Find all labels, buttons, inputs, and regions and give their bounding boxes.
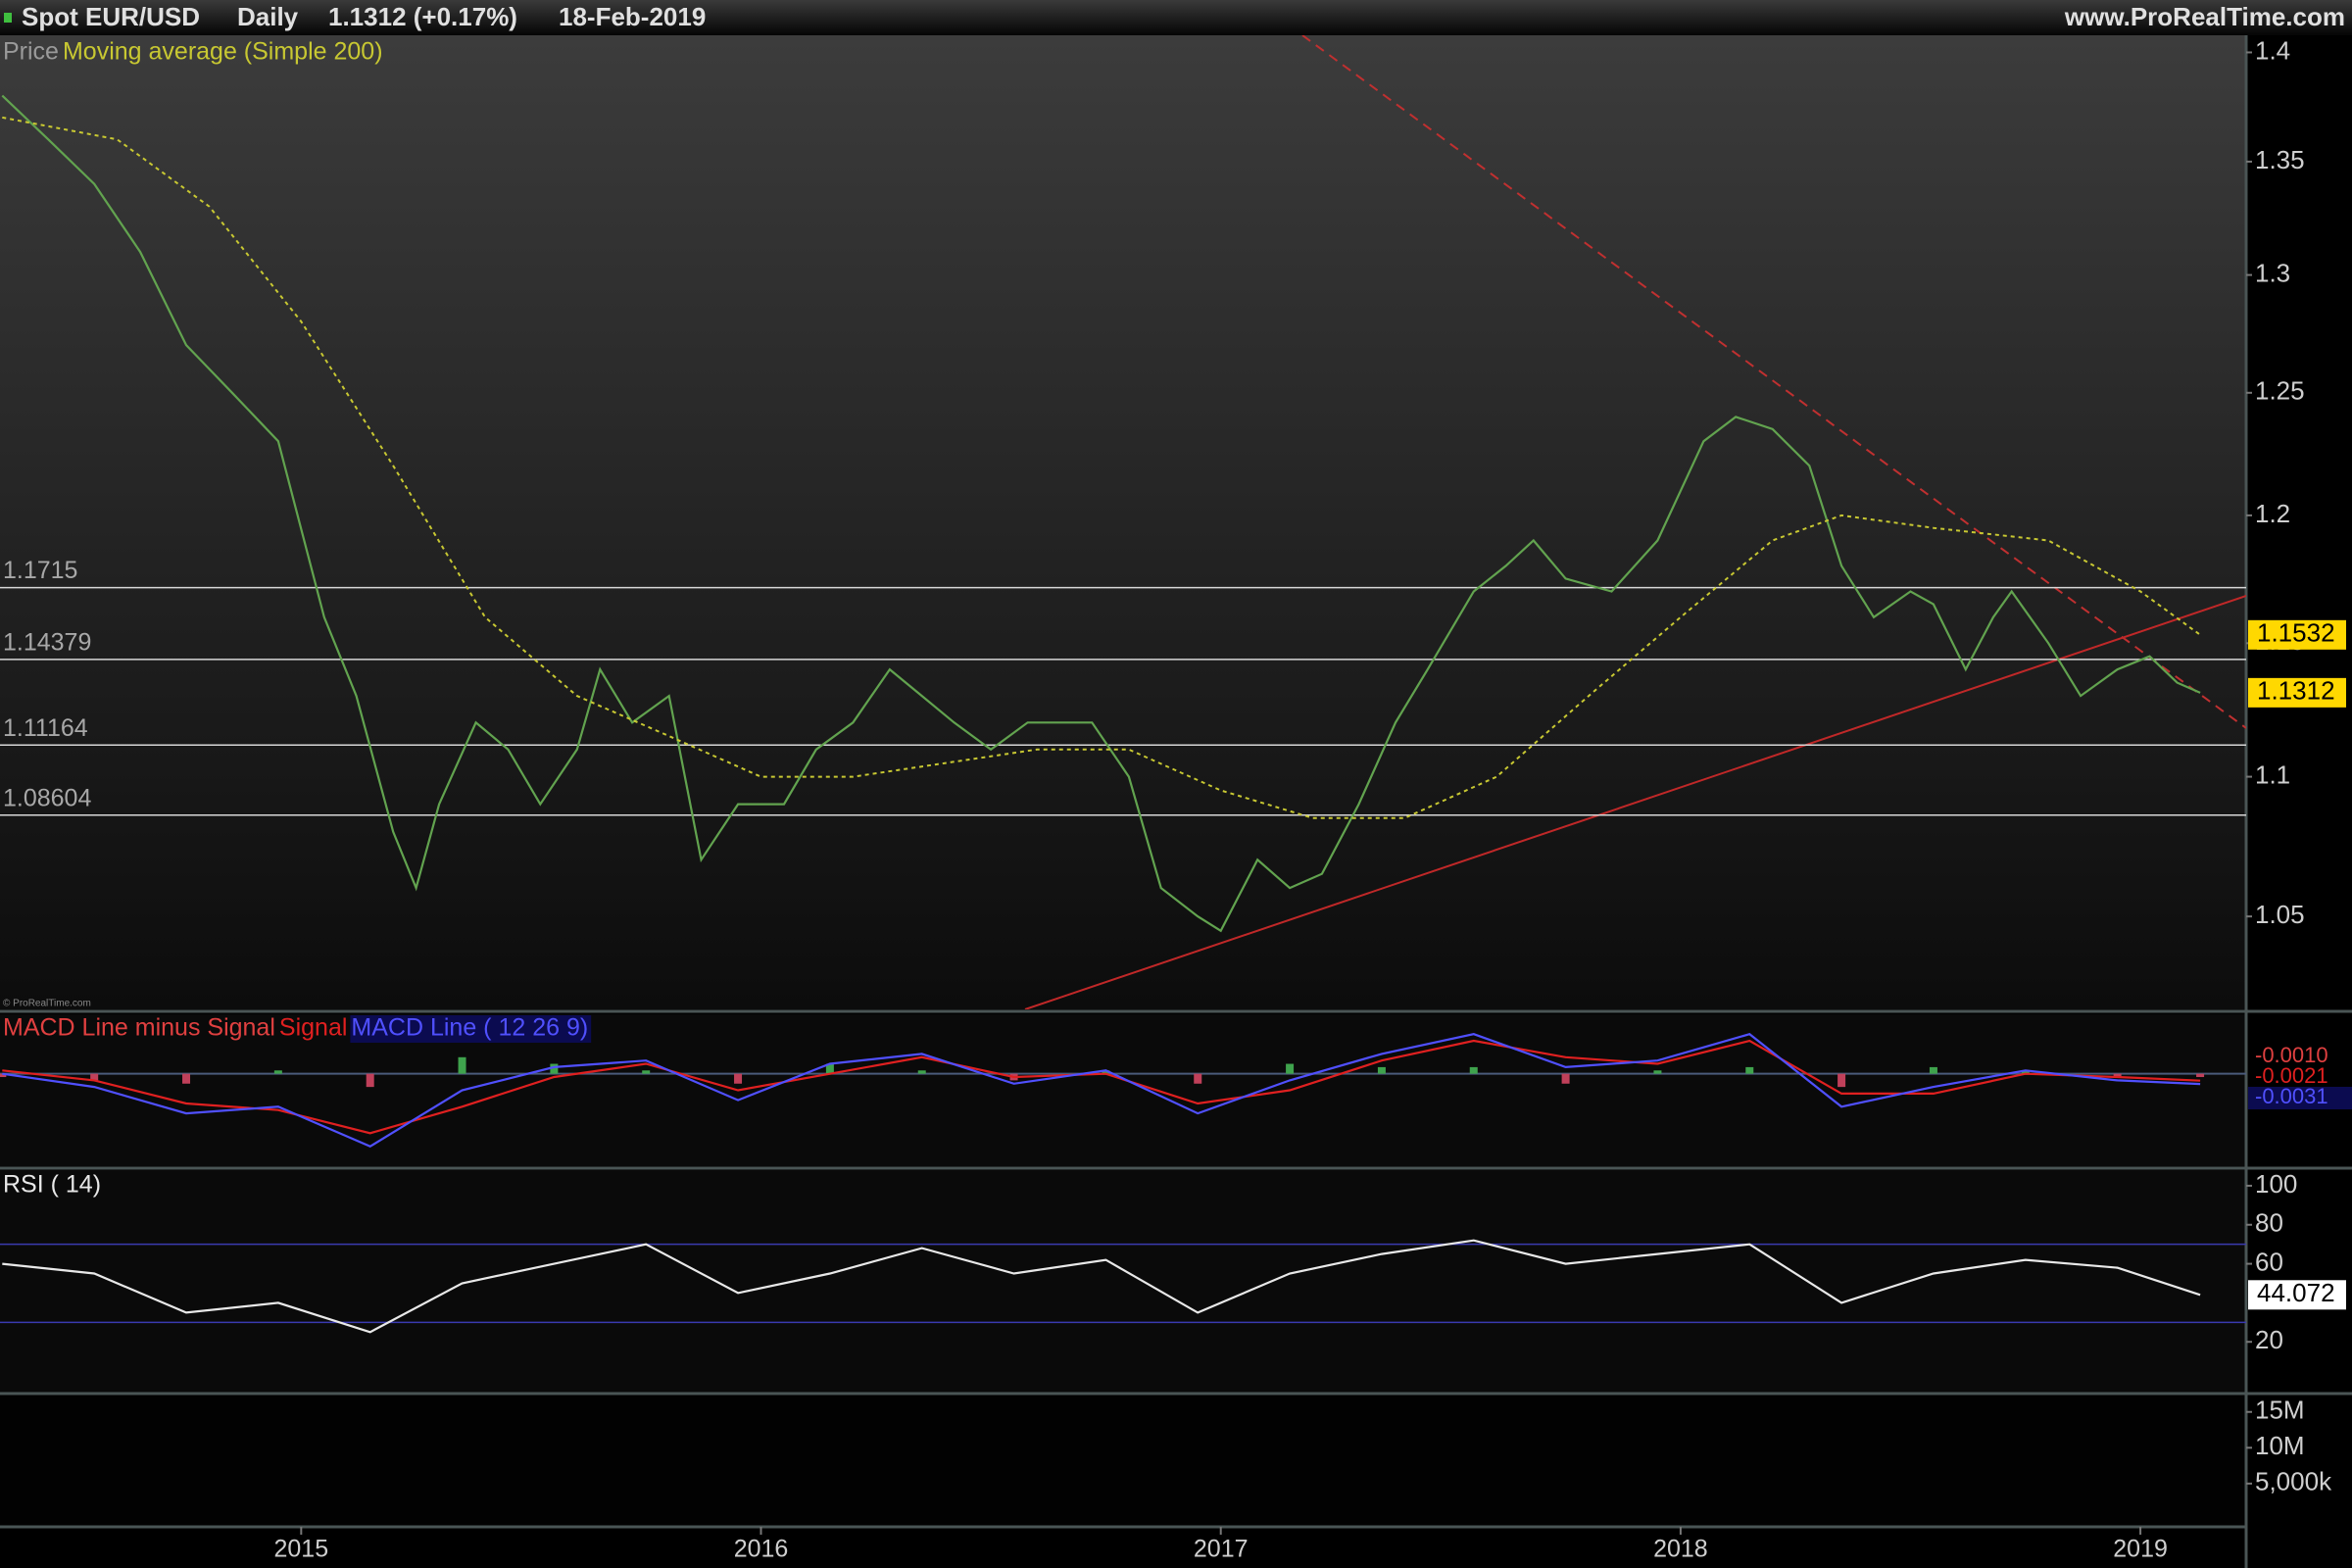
histogram-bar — [2021, 1070, 2030, 1074]
legend-box — [350, 1015, 592, 1043]
x-tick-label: 2017 — [1194, 1536, 1249, 1563]
legend-entry: MACD Line ( 12 26 9) — [351, 1014, 588, 1042]
y-tick-label: 15M — [2255, 1396, 2305, 1425]
histogram-bar — [182, 1073, 191, 1084]
level-label: 1.14379 — [3, 629, 91, 657]
last-value-label: 44.072 — [2257, 1278, 2335, 1307]
copyright: © ProRealTime.com — [3, 999, 91, 1009]
level-label: 1.11164 — [3, 714, 88, 742]
header-bar — [0, 0, 2352, 35]
last-value-label: -0.0021 — [2255, 1063, 2328, 1088]
panel-3: 5,000k 10M 15M 2015 2016 2017 2018 2019 — [274, 1396, 2333, 1563]
rsi-panel — [0, 1170, 2246, 1393]
histogram-bar — [1745, 1066, 1754, 1074]
histogram-bar — [273, 1070, 282, 1074]
panel-separators — [0, 35, 2352, 1568]
histogram-bar — [917, 1070, 926, 1074]
last-value-label: 1.1532 — [2257, 618, 2335, 648]
series-line — [2, 1039, 2201, 1135]
trend-lines — [1024, 35, 2246, 1009]
volume-panel — [0, 1396, 2246, 1527]
histogram-bar — [2196, 1073, 2205, 1078]
histogram-bar — [1286, 1063, 1295, 1074]
legend-entry: Moving average (Simple 200) — [63, 38, 383, 66]
histogram-bar — [458, 1056, 466, 1074]
y-tick-label: 20 — [2255, 1325, 2283, 1354]
quote: 1.1312 (+0.17%) — [328, 2, 517, 31]
histogram-bar — [1653, 1070, 1662, 1074]
histogram-bar — [366, 1073, 374, 1088]
last-value-box — [2248, 619, 2346, 650]
histogram-bar — [1377, 1066, 1386, 1074]
panel-0: 1.051.11.151.21.251.31.351.41.17151.1437… — [0, 35, 2346, 933]
y-tick-label: 100 — [2255, 1169, 2297, 1199]
histogram-bar — [734, 1073, 743, 1084]
histogram-bar — [0, 1073, 7, 1078]
legend-entry: Price — [3, 38, 59, 66]
panel-2: 20 60 80 100 RSI ( 14) 44.072 — [0, 1169, 2346, 1354]
level-label: 1.1715 — [3, 557, 77, 584]
series-line — [2, 1032, 2201, 1149]
y-tick-label: 1.3 — [2255, 258, 2290, 287]
y-tick-label: 1.1 — [2255, 760, 2290, 789]
histogram-bar — [1469, 1066, 1478, 1074]
y-tick-label: 1.35 — [2255, 145, 2305, 174]
symbol: Spot EUR/USD — [22, 2, 200, 31]
series-line — [2, 116, 2201, 819]
histogram-bar — [642, 1070, 651, 1074]
level-label: 1.08604 — [3, 784, 91, 811]
last-value-box — [2248, 677, 2346, 708]
legend-entry: RSI ( 14) — [3, 1171, 101, 1199]
series-line — [2, 1239, 2201, 1334]
trend-line — [1024, 595, 2246, 1009]
histogram-bar — [2113, 1073, 2122, 1078]
panel-1: MACD Line minus Signal -0.0010 Signal -0.00… — [0, 1014, 2352, 1149]
legend-entry: MACD Line minus Signal — [3, 1014, 275, 1042]
x-tick-label: 2018 — [1653, 1536, 1708, 1563]
last-value-box — [2248, 1087, 2352, 1109]
timeframe: Daily — [237, 2, 299, 31]
histogram-bar — [1102, 1070, 1110, 1074]
legend-entry: Signal — [279, 1014, 348, 1042]
histogram-bar — [1194, 1073, 1202, 1084]
y-tick-label: 80 — [2255, 1208, 2283, 1238]
y-tick-label: 1.2 — [2255, 499, 2290, 528]
y-tick-label: 60 — [2255, 1247, 2283, 1276]
series-line — [1, 94, 2201, 933]
last-value-label: -0.0031 — [2255, 1084, 2328, 1108]
trend-line-dashed — [1301, 35, 2246, 729]
status-icon — [4, 13, 12, 23]
y-tick-label: 1.25 — [2255, 376, 2305, 406]
histogram-bar — [550, 1063, 559, 1074]
histogram-bar — [1838, 1073, 1846, 1088]
y-tick-label: 5,000k — [2255, 1467, 2332, 1496]
site: www.ProRealTime.com — [2064, 2, 2345, 31]
histogram-bar — [1561, 1073, 1570, 1084]
date: 18-Feb-2019 — [559, 2, 706, 31]
x-tick-label: 2016 — [734, 1536, 789, 1563]
price-panel — [0, 35, 2246, 1009]
last-value-label: -0.0010 — [2255, 1043, 2328, 1067]
x-tick-label: 2019 — [2113, 1536, 2168, 1563]
histogram-bar — [90, 1073, 99, 1081]
y-tick-label: 1.05 — [2255, 900, 2305, 929]
x-tick-label: 2015 — [274, 1536, 329, 1563]
last-value-label: 1.1312 — [2257, 676, 2335, 706]
histogram-bar — [825, 1063, 834, 1074]
y-tick-label: 10M — [2255, 1431, 2305, 1460]
y-tick-label: 1.4 — [2255, 35, 2290, 65]
histogram-bar — [1929, 1066, 1937, 1074]
last-value-box — [2248, 1280, 2346, 1310]
